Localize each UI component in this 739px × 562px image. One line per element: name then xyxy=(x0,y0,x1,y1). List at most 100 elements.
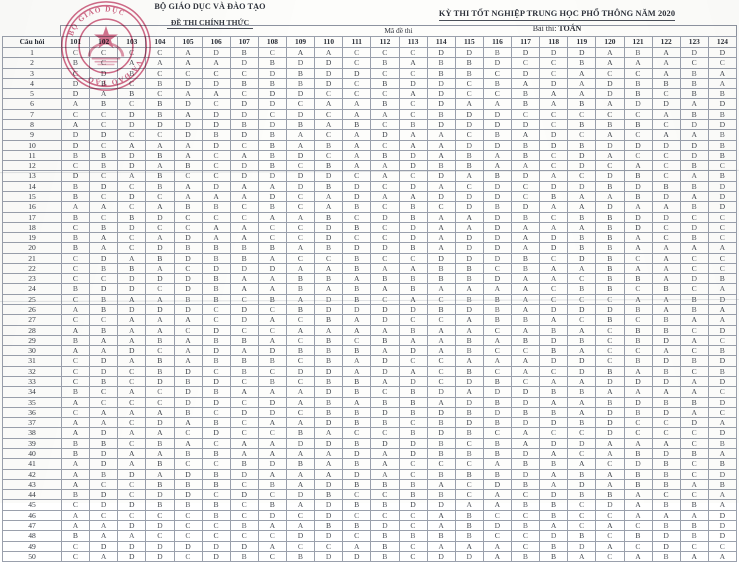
answer-cell-q36-code111: B xyxy=(342,406,372,419)
answer-cell-q47-code103: D xyxy=(117,519,147,532)
question-number-cell: 29 xyxy=(2,334,62,347)
answer-cell-q20-code113: B xyxy=(398,242,428,254)
table-row: 23 C C D D D B A A B B A B B B B D A A C B B A D B xyxy=(2,273,738,285)
answer-cell-q9-code107: D xyxy=(229,129,259,141)
answer-cell-q22-code111: B xyxy=(342,262,372,275)
answer-cell-q16-code104: A xyxy=(145,201,175,213)
table-row: 30 A A D C A D A D B B B A D A B C C B A C C A C B xyxy=(2,345,738,357)
answer-cell-q16-code120: D xyxy=(595,201,625,213)
answer-cell-q17-code109: A xyxy=(285,211,316,223)
question-number-cell: 42 xyxy=(2,468,62,480)
exam-code-banner: Mã đề thi xyxy=(60,25,737,36)
answer-cell-q20-code103: C xyxy=(117,242,147,254)
answer-cell-q28-code111: A xyxy=(342,324,372,336)
answer-cell-q48-code115: B xyxy=(454,530,484,542)
ministry-name: BỘ GIÁO DỤC VÀ ĐÀO TẠO xyxy=(154,2,266,11)
answer-cell-q47-code117: B xyxy=(510,519,541,532)
answer-cell-q26-code101: A xyxy=(60,304,91,316)
answer-cell-q21-code111: B xyxy=(342,252,372,264)
answer-cell-q4-code115: C xyxy=(454,77,484,90)
answer-cell-q23-code119: C xyxy=(567,273,597,285)
answer-cell-q50-code104: D xyxy=(145,550,175,562)
answer-cell-q13-code107: D xyxy=(229,170,259,182)
answer-cell-q37-code111: B xyxy=(342,417,372,429)
answer-cell-q27-code120: B xyxy=(595,314,625,326)
answer-cell-q10-code112: C xyxy=(370,139,400,151)
answer-cell-q20-code121: A xyxy=(623,242,653,254)
answer-cell-q20-code106: B xyxy=(201,242,231,254)
answer-cell-q49-code112: B xyxy=(370,540,400,552)
answer-cell-q22-code123: C xyxy=(679,262,709,275)
answer-cell-q29-code103: A xyxy=(117,334,147,347)
answer-cell-q11-code108: B xyxy=(257,149,288,162)
answer-cell-q29-code108: A xyxy=(257,334,288,347)
answer-cell-q40-code117: D xyxy=(510,447,541,460)
answer-cell-q10-code120: D xyxy=(595,139,625,151)
answer-cell-q46-code113: C xyxy=(398,509,428,521)
answer-cell-q7-code115: D xyxy=(454,108,484,120)
answer-cell-q23-code120: B xyxy=(595,273,625,285)
answer-cell-q25-code119: C xyxy=(567,293,597,306)
answer-cell-q35-code122: B xyxy=(651,396,681,408)
answer-cell-q27-code105: A xyxy=(173,314,203,326)
answer-cell-q22-code109: A xyxy=(285,262,316,275)
answer-cell-q48-code110: D xyxy=(314,530,344,542)
answer-cell-q40-code111: D xyxy=(342,447,372,460)
exam-code-header-115: 115 xyxy=(454,36,484,48)
answer-cell-q44-code120: B xyxy=(595,489,625,501)
answer-cell-q36-code122: D xyxy=(651,406,681,419)
answer-cell-q18-code102: B xyxy=(89,221,119,234)
answer-cell-q38-code107: C xyxy=(229,427,259,439)
table-row: 35 A C C C D D C D A B A B B A D B D A A B D B B D xyxy=(2,396,738,408)
answer-cell-q19-code120: B xyxy=(595,232,625,244)
answer-cell-q14-code107: A xyxy=(229,180,259,192)
answer-cell-q26-code120: D xyxy=(595,304,625,316)
question-number-cell: 26 xyxy=(2,304,62,316)
answer-cell-q28-code103: A xyxy=(117,324,147,336)
answer-cell-q7-code118: C xyxy=(539,108,569,120)
answer-cell-q2-code102: C xyxy=(89,57,119,69)
answer-cell-q8-code106: D xyxy=(201,118,231,131)
answer-cell-q37-code103: C xyxy=(117,417,147,429)
answer-cell-q9-code106: B xyxy=(201,129,231,141)
answer-cell-q20-code115: D xyxy=(454,242,484,254)
answer-cell-q32-code116: C xyxy=(482,365,513,378)
answer-cell-q7-code104: B xyxy=(145,108,175,120)
question-number-cell: 18 xyxy=(2,221,62,234)
answer-cell-q38-code120: D xyxy=(595,427,625,439)
table-row: 47 A A D D C C B A A B B D C A B D B A C A C B B D xyxy=(2,519,738,532)
answer-cell-q12-code120: C xyxy=(595,160,625,172)
answer-cell-q41-code104: B xyxy=(145,458,175,470)
question-number-cell: 39 xyxy=(2,437,62,449)
answer-cell-q9-code104: C xyxy=(145,129,175,141)
answer-cell-q1-code115: D xyxy=(454,46,484,59)
answer-cell-q35-code120: B xyxy=(595,396,625,408)
answer-cell-q35-code121: D xyxy=(623,396,653,408)
answer-cell-q39-code114: B xyxy=(426,437,456,449)
answer-cell-q30-code123: C xyxy=(679,345,709,357)
exam-code-header-118: 118 xyxy=(539,36,569,48)
answer-cell-q50-code116: A xyxy=(482,550,513,562)
answer-cell-q37-code118: D xyxy=(539,417,569,429)
answer-cell-q19-code111: C xyxy=(342,232,372,244)
answer-cell-q18-code116: D xyxy=(482,221,513,234)
answer-cell-q9-code118: D xyxy=(539,129,569,141)
answer-cell-q24-code108: A xyxy=(257,283,288,295)
answer-cell-q11-code121: C xyxy=(623,149,653,162)
answer-cell-q20-code102: A xyxy=(89,242,119,254)
answer-cell-q33-code124: D xyxy=(707,375,738,388)
answer-cell-q20-code112: D xyxy=(370,242,400,254)
answer-cell-q35-code124: D xyxy=(707,396,738,408)
answer-cell-q39-code115: C xyxy=(454,437,484,449)
answer-cell-q36-code110: B xyxy=(314,406,344,419)
answer-cell-q41-code112: A xyxy=(370,458,400,470)
answer-cell-q15-code115: D xyxy=(454,190,484,203)
answer-cell-q41-code103: A xyxy=(117,458,147,470)
answer-cell-q28-code118: B xyxy=(539,324,569,336)
answer-cell-q11-code103: D xyxy=(117,149,147,162)
answer-cell-q17-code112: D xyxy=(370,211,400,223)
answer-cell-q29-code110: B xyxy=(314,334,344,347)
answer-cell-q7-code109: D xyxy=(285,108,316,120)
